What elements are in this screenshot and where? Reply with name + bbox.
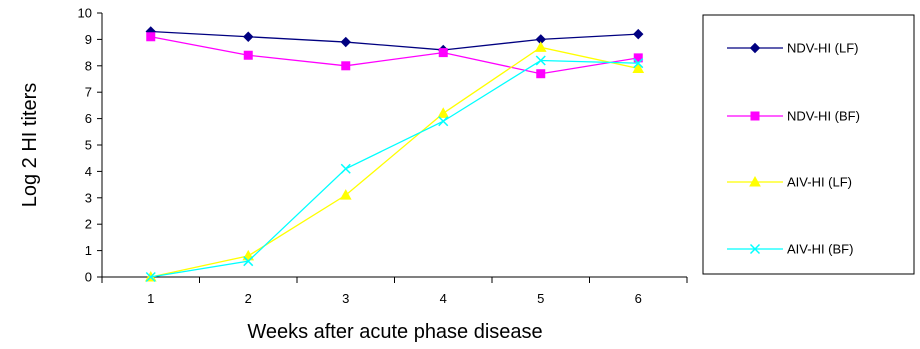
legend-item: AIV-HI (BF): [727, 242, 853, 257]
marker-stroke: [145, 271, 156, 283]
x-axis-title: Weeks after acute phase disease: [247, 321, 542, 343]
data-point: [535, 55, 546, 66]
data-point: [145, 271, 156, 283]
y-axis-title: Log 2 HI titers: [19, 83, 41, 208]
x-tick-label: 4: [440, 291, 447, 306]
y-tick-label: 2: [85, 217, 92, 232]
series-line: [150, 30, 639, 51]
legend-item: NDV-HI (LF): [727, 41, 859, 56]
data-point: [243, 31, 254, 42]
legend-label: NDV-HI (BF): [787, 109, 860, 124]
legend-label: AIV-HI (LF): [787, 175, 852, 190]
y-tick-label: 9: [85, 32, 92, 47]
marker-stroke: [340, 163, 351, 174]
legend-swatch-marker: [749, 175, 761, 187]
series-layer: [144, 26, 645, 283]
data-point: [243, 50, 253, 60]
data-point: [438, 116, 449, 127]
y-tick-label: 10: [78, 6, 92, 21]
y-tick-label: 5: [85, 138, 92, 153]
x-tick-label: 6: [635, 291, 642, 306]
series-2: [146, 32, 643, 79]
legend-box: [702, 14, 915, 275]
legend: NDV-HI (LF) NDV-HI (BF) AIV-HI (LF) AIV-HI …: [702, 14, 915, 275]
data-point: [243, 256, 254, 267]
x-tick-label: 5: [537, 291, 544, 306]
x-tick-label: 2: [245, 291, 252, 306]
data-point: [339, 189, 352, 200]
data-point: [341, 61, 351, 71]
legend-item: AIV-HI (LF): [727, 175, 852, 190]
series-3: [144, 41, 645, 282]
legend-swatch-marker: [750, 111, 760, 121]
data-point: [536, 69, 546, 79]
x-tick-label: 1: [147, 291, 154, 306]
series-line: [150, 59, 639, 278]
x-tick-label: 3: [342, 291, 349, 306]
data-point: [633, 28, 644, 40]
y-tick-label: 7: [85, 85, 92, 100]
data-point: [633, 53, 643, 63]
data-point: [340, 36, 351, 48]
series-line: [150, 46, 639, 278]
marker-stroke: [633, 58, 644, 69]
legend-label: NDV-HI (LF): [787, 41, 859, 56]
legend-item: NDV-HI (BF): [727, 109, 860, 124]
y-axis: 0 1 2 3 4 5 6 7 8 9 10: [78, 6, 103, 285]
y-tick-label: 8: [85, 58, 92, 73]
y-tick-label: 6: [85, 111, 92, 126]
data-point: [437, 107, 450, 118]
data-point: [632, 62, 645, 73]
legend-swatch-marker: [749, 243, 761, 255]
data-point: [633, 58, 644, 69]
marker-stroke: [243, 256, 254, 267]
data-point: [438, 48, 448, 58]
y-tick-label: 0: [85, 270, 92, 285]
y-tick-label: 4: [85, 164, 92, 179]
series-line: [150, 36, 639, 75]
marker-stroke: [749, 243, 761, 255]
legend-label: AIV-HI (BF): [787, 242, 853, 257]
data-point: [146, 32, 156, 42]
data-point: [534, 41, 547, 52]
x-axis: 1 2 3 4 5 6: [101, 276, 688, 306]
legend-swatch-marker: [749, 42, 761, 54]
y-tick-label: 3: [85, 190, 92, 205]
data-point: [340, 163, 351, 174]
marker-stroke: [535, 55, 546, 66]
marker-stroke: [438, 116, 449, 127]
y-tick-label: 1: [85, 243, 92, 258]
series-4: [145, 55, 644, 283]
